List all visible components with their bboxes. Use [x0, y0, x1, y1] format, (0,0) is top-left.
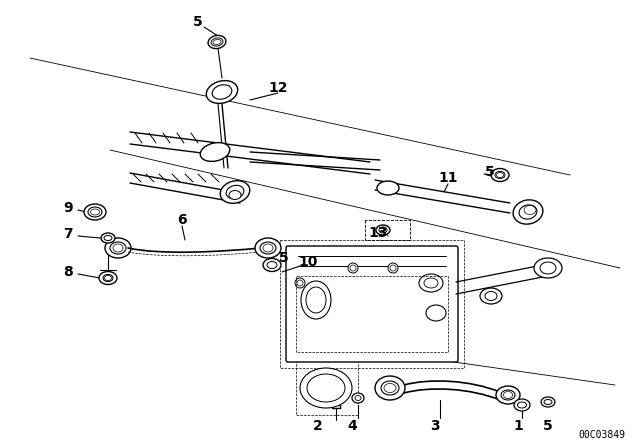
Ellipse shape: [103, 275, 113, 281]
Ellipse shape: [110, 242, 126, 254]
Ellipse shape: [381, 381, 399, 395]
Text: 2: 2: [313, 419, 323, 433]
Text: 7: 7: [63, 227, 73, 241]
Ellipse shape: [514, 399, 530, 411]
Text: 8: 8: [63, 265, 73, 279]
Ellipse shape: [480, 288, 502, 304]
Ellipse shape: [495, 172, 505, 178]
Text: 12: 12: [268, 81, 288, 95]
Ellipse shape: [496, 386, 520, 404]
Ellipse shape: [105, 238, 131, 258]
Text: 4: 4: [347, 419, 357, 433]
Text: 5: 5: [279, 251, 289, 265]
Ellipse shape: [212, 85, 232, 99]
Ellipse shape: [426, 305, 446, 321]
Ellipse shape: [226, 185, 244, 199]
Text: 5: 5: [193, 15, 203, 29]
Ellipse shape: [534, 258, 562, 278]
Ellipse shape: [211, 38, 223, 46]
Ellipse shape: [84, 204, 106, 220]
Ellipse shape: [267, 262, 277, 268]
Ellipse shape: [99, 271, 117, 284]
Ellipse shape: [301, 281, 331, 319]
Text: 6: 6: [177, 213, 187, 227]
Circle shape: [388, 263, 398, 273]
Text: 00C03849: 00C03849: [578, 430, 625, 440]
Ellipse shape: [513, 200, 543, 224]
Ellipse shape: [307, 374, 345, 402]
Ellipse shape: [544, 400, 552, 405]
Ellipse shape: [88, 207, 102, 217]
Ellipse shape: [352, 393, 364, 403]
Ellipse shape: [300, 368, 352, 408]
Circle shape: [295, 278, 305, 288]
FancyBboxPatch shape: [286, 246, 458, 362]
Ellipse shape: [541, 397, 555, 407]
Text: 13: 13: [368, 226, 388, 240]
Ellipse shape: [200, 142, 230, 161]
Text: 5: 5: [485, 165, 495, 179]
Ellipse shape: [208, 35, 226, 48]
Text: 5: 5: [543, 419, 553, 433]
Ellipse shape: [491, 168, 509, 181]
Ellipse shape: [376, 225, 390, 235]
Text: 1: 1: [513, 419, 523, 433]
Ellipse shape: [220, 181, 250, 203]
Ellipse shape: [540, 262, 556, 274]
Ellipse shape: [419, 274, 443, 292]
Ellipse shape: [255, 238, 281, 258]
Ellipse shape: [306, 287, 326, 313]
Ellipse shape: [424, 278, 438, 288]
Ellipse shape: [519, 205, 537, 219]
Ellipse shape: [485, 292, 497, 301]
Circle shape: [348, 263, 358, 273]
Ellipse shape: [101, 233, 115, 243]
Text: 3: 3: [430, 419, 440, 433]
Ellipse shape: [377, 181, 399, 195]
Ellipse shape: [206, 81, 237, 103]
Ellipse shape: [518, 402, 527, 408]
Ellipse shape: [375, 376, 405, 400]
Text: 10: 10: [298, 255, 317, 269]
Ellipse shape: [379, 227, 387, 233]
Text: 11: 11: [438, 171, 458, 185]
Ellipse shape: [260, 242, 276, 254]
Text: 9: 9: [63, 201, 73, 215]
Ellipse shape: [263, 258, 281, 271]
Ellipse shape: [229, 190, 241, 199]
Ellipse shape: [501, 390, 515, 400]
